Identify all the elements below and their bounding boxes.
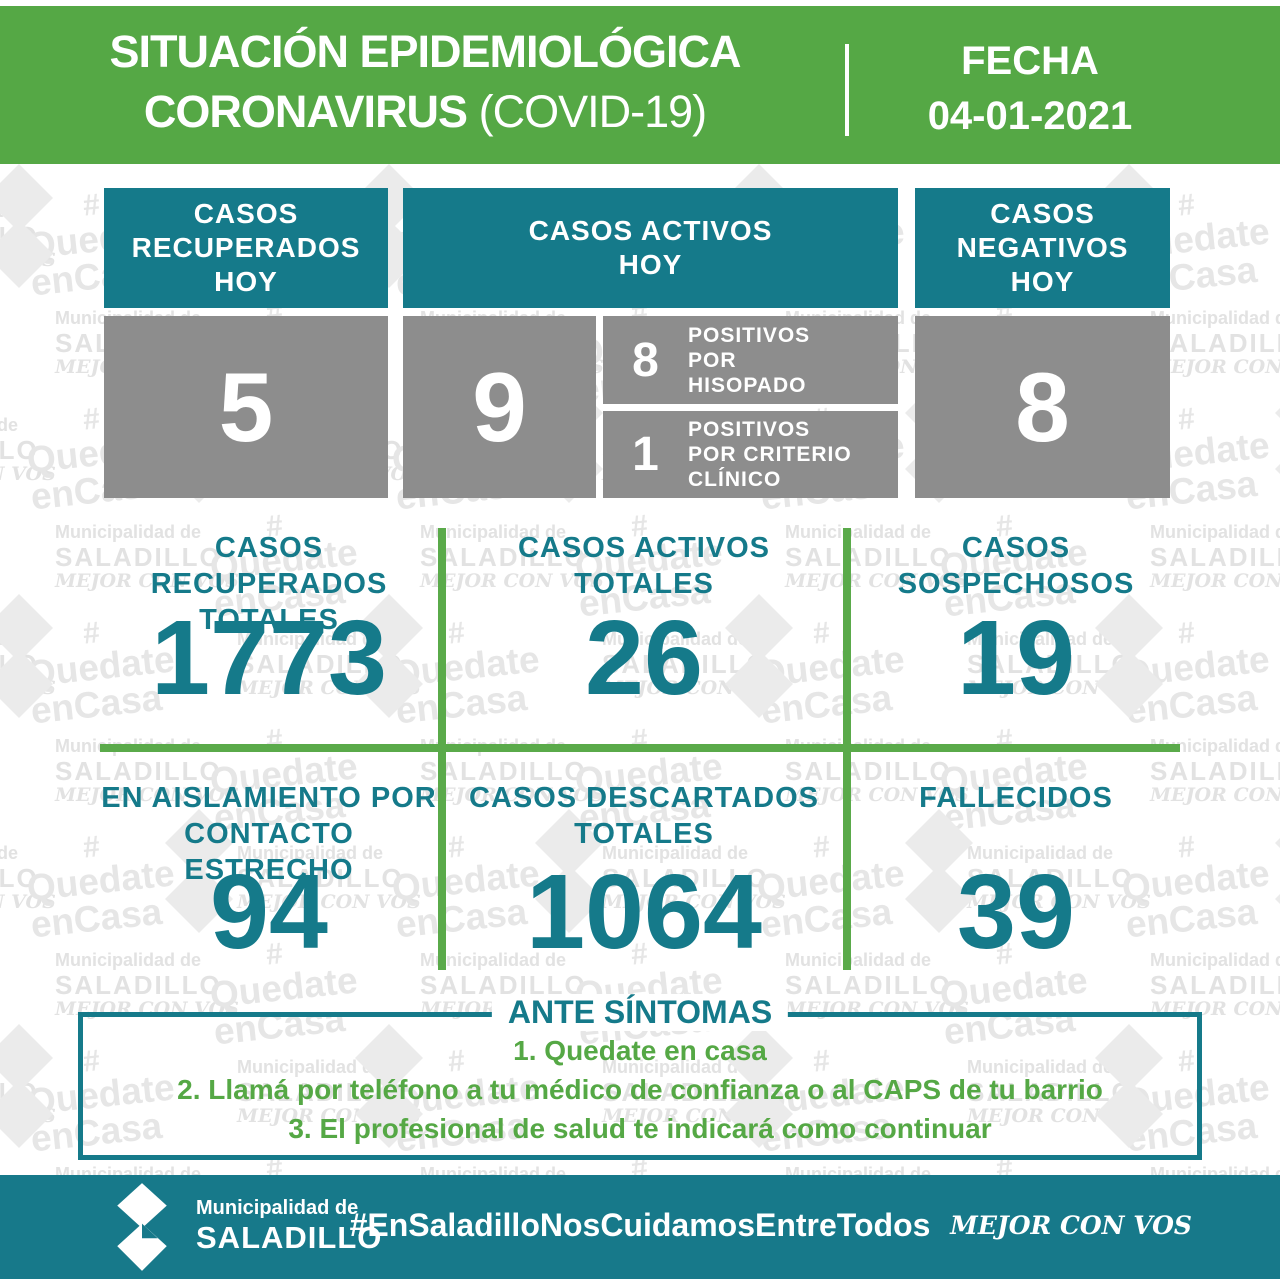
symptom-step-3: 3. El profesional de salud te indicará c…	[288, 1113, 992, 1144]
saladillo-logo-icon	[108, 1182, 176, 1277]
breakdown-criterio-clinico: 1 POSITIVOS POR CRITERIO CLÍNICO	[603, 411, 898, 498]
breakdown-hisopado-value: 8	[632, 333, 659, 387]
symptom-step-2: 2. Llamá por teléfono a tu médico de con…	[177, 1074, 1103, 1105]
symptoms-list: 1. Quedate en casa 2. Llamá por teléfono…	[83, 1031, 1197, 1148]
card-negativos-hoy-title: CASOS NEGATIVOS HOY	[915, 188, 1170, 308]
watermark-diamond-icon	[720, 590, 798, 723]
date-value: 04-01-2021	[927, 94, 1133, 138]
footer-hashtag: #EnSaladilloNosCuidamosEntreTodos	[349, 1207, 931, 1243]
date-block: FECHA 04-01-2021	[885, 34, 1175, 144]
page-title: SITUACIÓN EPIDEMIOLÓGICA CORONAVIRUS (CO…	[55, 22, 795, 142]
watermark-diamond-icon	[160, 805, 238, 938]
symptoms-title: ANTE SÍNTOMAS	[491, 994, 789, 1031]
watermark-diamond-icon	[350, 1020, 428, 1153]
card-recuperados-hoy: CASOS RECUPERADOS HOY 5	[104, 188, 388, 498]
breakdown-hisopado: 8 POSITIVOS POR HISOPADO	[603, 316, 898, 404]
card-negativos-hoy-value: 8	[915, 316, 1170, 498]
watermark-diamond-icon	[0, 1020, 58, 1153]
watermark-diamond-icon	[1270, 375, 1280, 508]
date-label: FECHA	[961, 39, 1099, 83]
total-sospechosos-value: 19	[957, 599, 1075, 717]
breakdown-criterio-clinico-value: 1	[632, 428, 659, 481]
header-divider	[845, 44, 849, 136]
card-activos-hoy: CASOS ACTIVOS HOY 9 8 POSITIVOS POR HISO…	[403, 188, 898, 498]
watermark-diamond-icon	[530, 805, 608, 938]
watermark-diamond-icon	[900, 805, 978, 938]
footer-municipality: Municipalidad de SALADILLO	[196, 1197, 382, 1256]
card-activos-hoy-title: CASOS ACTIVOS HOY	[403, 188, 898, 308]
total-recuperados-label: CASOS RECUPERADOS TOTALES	[150, 532, 388, 636]
symptom-step-1: 1. Quedate en casa	[513, 1035, 767, 1066]
footer-slogan: MEJOR CON VOS	[950, 1211, 1192, 1240]
descartados-label: CASOS DESCARTADOS TOTALES	[469, 782, 819, 850]
fallecidos-value: 39	[957, 853, 1075, 971]
footer-municipality-line1: Municipalidad de	[196, 1197, 359, 1219]
watermark-diamond-icon	[350, 590, 428, 723]
watermark-diamond-icon	[1270, 805, 1280, 938]
card-activos-hoy-value: 9	[403, 316, 596, 498]
watermark-diamond-icon	[720, 1020, 798, 1153]
fallecidos-label: FALLECIDOS	[919, 782, 1113, 814]
card-recuperados-hoy-title: CASOS RECUPERADOS HOY	[104, 188, 388, 308]
watermark-diamond-icon	[1090, 1020, 1168, 1153]
total-sospechosos-label: CASOS SOSPECHOSOS	[897, 532, 1135, 600]
watermark-diamond-icon	[0, 160, 58, 293]
breakdown-hisopado-label: POSITIVOS POR HISOPADO	[688, 323, 811, 397]
aislamiento-value: 94	[210, 853, 328, 971]
symptoms-box: ANTE SÍNTOMAS 1. Quedate en casa 2. Llam…	[78, 994, 1202, 1160]
horizontal-divider	[100, 744, 1180, 752]
footer-municipality-line2: SALADILLO	[196, 1220, 383, 1255]
header-band: SITUACIÓN EPIDEMIOLÓGICA CORONAVIRUS (CO…	[0, 6, 1280, 164]
total-activos-value: 26	[585, 599, 703, 717]
aislamiento-label: EN AISLAMIENTO POR CONTACTO ESTRECHO	[101, 782, 437, 886]
total-recuperados-value: 1773	[151, 599, 387, 717]
card-negativos-hoy: CASOS NEGATIVOS HOY 8	[915, 188, 1170, 498]
watermark-diamond-icon	[1090, 590, 1168, 723]
watermark-diamond-icon	[0, 590, 58, 723]
breakdown-criterio-clinico-label: POSITIVOS POR CRITERIO CLÍNICO	[688, 418, 852, 491]
page-title-line1: SITUACIÓN EPIDEMIOLÓGICA	[109, 26, 741, 77]
footer-band: Municipalidad de SALADILLO #EnSaladilloN…	[0, 1175, 1280, 1279]
total-activos-label: CASOS ACTIVOS TOTALES	[517, 532, 770, 600]
descartados-value: 1064	[526, 853, 762, 971]
page-title-line2: CORONAVIRUS (COVID-19)	[143, 86, 707, 137]
card-recuperados-hoy-value: 5	[104, 316, 388, 498]
